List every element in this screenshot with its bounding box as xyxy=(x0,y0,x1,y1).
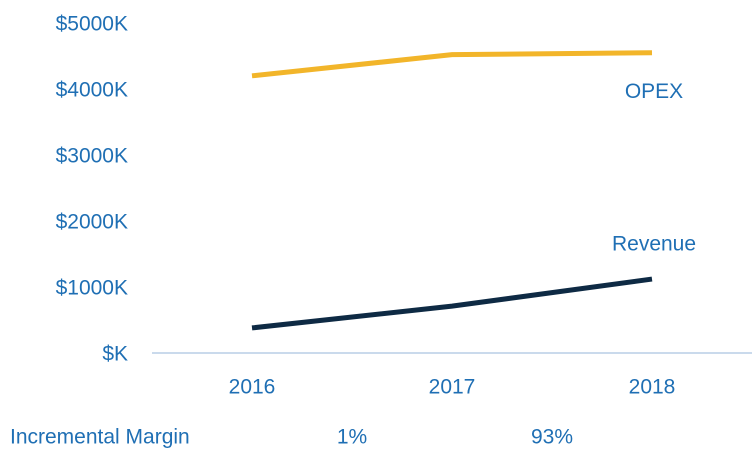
x-tick-label: 2018 xyxy=(629,376,676,399)
y-tick-label: $1000K xyxy=(56,277,128,300)
y-tick-label: $2000K xyxy=(56,211,128,234)
y-tick-label: $4000K xyxy=(56,79,128,102)
margin-value: 93% xyxy=(531,426,573,449)
series-label: OPEX xyxy=(625,80,683,103)
x-tick-label: 2017 xyxy=(429,376,476,399)
series-line xyxy=(251,276,653,331)
y-tick-label: $3000K xyxy=(56,145,128,168)
margin-label: Incremental Margin xyxy=(10,426,190,449)
x-tick-label: 2016 xyxy=(229,376,276,399)
series-label: Revenue xyxy=(612,233,696,256)
y-tick-label: $5000K xyxy=(56,13,128,36)
series-line xyxy=(251,50,653,79)
margin-value: 1% xyxy=(337,426,367,449)
y-tick-label: $K xyxy=(102,343,128,366)
